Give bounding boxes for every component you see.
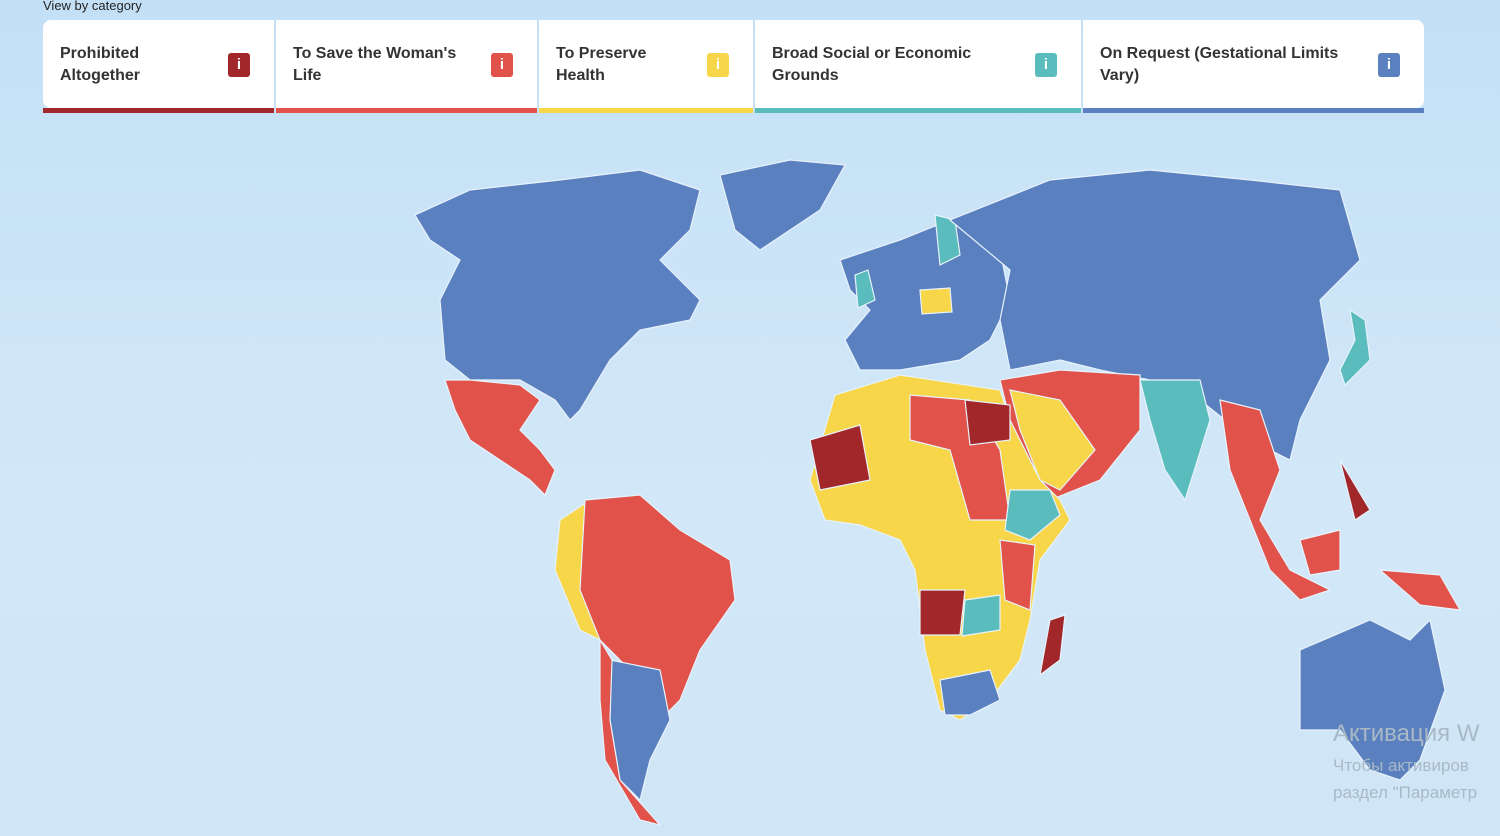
category-label: On Request (Gestational Limits Vary) <box>1100 45 1339 84</box>
africa <box>809 374 1071 721</box>
category-bar <box>43 108 274 113</box>
central-america <box>444 379 556 497</box>
angola <box>919 589 966 636</box>
category-tab[interactable]: Broad Social or Economic Grounds i <box>755 20 1081 113</box>
category-bar <box>276 108 537 113</box>
chile <box>599 637 662 827</box>
brazil <box>579 494 736 722</box>
category-label: Broad Social or Economic Grounds <box>772 45 972 84</box>
category-label: Prohibited Altogether <box>60 45 140 84</box>
southeast-asia <box>1219 399 1332 601</box>
category-bar <box>1083 108 1424 113</box>
madagascar <box>1039 614 1066 677</box>
info-icon[interactable]: i <box>1035 53 1057 77</box>
info-icon[interactable]: i <box>491 53 513 77</box>
info-icon[interactable]: i <box>707 53 729 77</box>
egypt <box>964 399 1011 446</box>
philippines <box>1339 459 1371 521</box>
category-tab[interactable]: To Preserve Health i <box>539 20 753 113</box>
ethiopia <box>1004 489 1061 541</box>
east-africa-red <box>999 539 1036 611</box>
mauritania <box>809 424 871 491</box>
australia <box>1299 618 1446 781</box>
south-africa <box>939 669 1001 716</box>
category-label: To Preserve Health <box>556 45 647 84</box>
borneo <box>1299 529 1341 576</box>
category-tab[interactable]: Prohibited Altogether i <box>43 20 274 113</box>
category-label: To Save the Woman's Life <box>293 45 457 84</box>
watermark-title: Активация W <box>1333 720 1480 747</box>
category-bar <box>755 108 1081 113</box>
north-america <box>414 169 701 421</box>
category-tab[interactable]: To Save the Woman's Life i <box>276 20 537 113</box>
category-tab[interactable]: On Request (Gestational Limits Vary) i <box>1083 20 1424 113</box>
poland <box>919 287 953 315</box>
scandinavia <box>934 214 961 266</box>
category-legend: Prohibited Altogether i To Save the Woman… <box>43 20 1424 115</box>
uk <box>854 269 876 309</box>
india <box>1139 379 1211 502</box>
view-label: View by category <box>43 0 142 13</box>
info-icon[interactable]: i <box>228 53 250 77</box>
watermark-line: Чтобы активиров <box>1333 756 1469 775</box>
asia <box>948 169 1361 461</box>
info-icon[interactable]: i <box>1378 53 1400 77</box>
new-guinea <box>1378 569 1462 611</box>
arabia <box>1009 389 1096 491</box>
watermark-line: раздел "Параметр <box>1333 783 1478 802</box>
japan <box>1339 308 1371 387</box>
zambia <box>961 594 1001 637</box>
greenland <box>719 159 846 251</box>
category-bar <box>539 108 753 113</box>
